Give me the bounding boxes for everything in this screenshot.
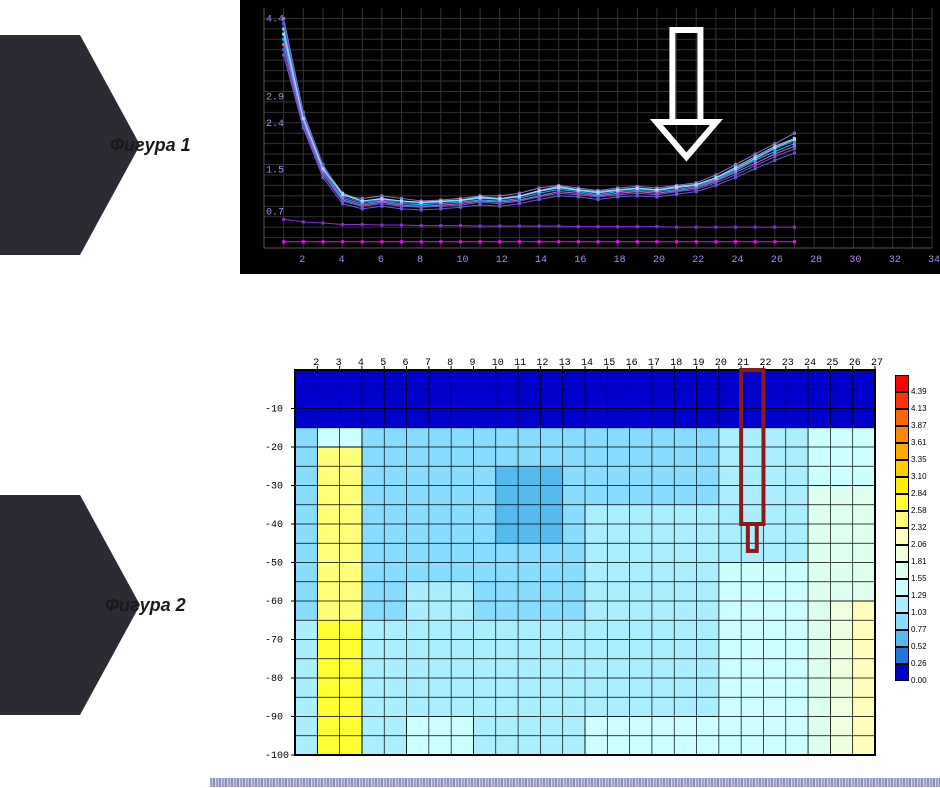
svg-text:19: 19 [693,358,705,369]
svg-text:-70: -70 [265,636,283,647]
svg-text:2: 2 [313,358,319,369]
svg-text:5: 5 [380,358,386,369]
svg-text:24: 24 [732,255,744,266]
svg-text:25: 25 [826,358,838,369]
svg-text:22: 22 [692,255,704,266]
svg-text:14: 14 [581,358,593,369]
svg-text:20: 20 [715,358,727,369]
figure-2-label: Фигура 2 [105,595,186,616]
svg-text:-90: -90 [265,713,283,724]
svg-text:12: 12 [496,255,508,266]
svg-text:-100: -100 [265,751,289,762]
svg-text:2.4: 2.4 [266,119,284,130]
svg-text:-20: -20 [265,443,283,454]
svg-text:16: 16 [574,255,586,266]
svg-text:9: 9 [469,358,475,369]
svg-text:11: 11 [514,358,526,369]
svg-text:16: 16 [626,358,638,369]
svg-text:2.9: 2.9 [266,93,284,104]
svg-text:18: 18 [614,255,626,266]
svg-text:6: 6 [378,255,384,266]
svg-text:10: 10 [456,255,468,266]
svg-text:15: 15 [603,358,615,369]
line-chart: 0.71.52.42.94.42468101214161820222426283… [240,0,940,274]
svg-text:6: 6 [403,358,409,369]
svg-text:26: 26 [771,255,783,266]
svg-text:17: 17 [648,358,660,369]
svg-text:10: 10 [492,358,504,369]
svg-text:7: 7 [425,358,431,369]
svg-text:26: 26 [849,358,861,369]
figure-1-label: Фигура 1 [110,135,191,156]
svg-text:14: 14 [535,255,547,266]
contour-chart: 2345678910111213141516171819202122232425… [245,350,885,765]
svg-text:20: 20 [653,255,665,266]
svg-text:12: 12 [536,358,548,369]
svg-text:-40: -40 [265,520,283,531]
svg-text:4: 4 [339,255,345,266]
svg-text:1.5: 1.5 [266,166,284,177]
noise-bar [210,778,940,787]
svg-text:28: 28 [810,255,822,266]
svg-text:23: 23 [782,358,794,369]
chevron-1 [0,35,80,255]
svg-text:30: 30 [849,255,861,266]
svg-text:-60: -60 [265,597,283,608]
svg-text:3: 3 [336,358,342,369]
line-chart-svg: 0.71.52.42.94.42468101214161820222426283… [242,2,940,272]
svg-text:8: 8 [417,255,423,266]
svg-text:18: 18 [670,358,682,369]
svg-text:-80: -80 [265,674,283,685]
svg-text:22: 22 [759,358,771,369]
svg-text:34: 34 [928,255,940,266]
svg-text:0.7: 0.7 [266,207,284,218]
contour-legend: 4.394.133.873.613.353.102.842.582.322.06… [895,375,933,681]
svg-text:21: 21 [737,358,749,369]
svg-text:13: 13 [559,358,571,369]
svg-text:8: 8 [447,358,453,369]
svg-text:24: 24 [804,358,816,369]
svg-text:4: 4 [358,358,364,369]
contour-chart-svg: 2345678910111213141516171819202122232425… [245,350,885,765]
svg-text:4.4: 4.4 [266,14,284,25]
svg-text:27: 27 [871,358,883,369]
svg-text:2: 2 [299,255,305,266]
svg-text:-50: -50 [265,559,283,570]
chevron-2 [0,495,80,715]
legend-row: 4.39 [895,375,933,392]
svg-text:32: 32 [889,255,901,266]
svg-text:-10: -10 [265,405,283,416]
svg-text:-30: -30 [265,482,283,493]
